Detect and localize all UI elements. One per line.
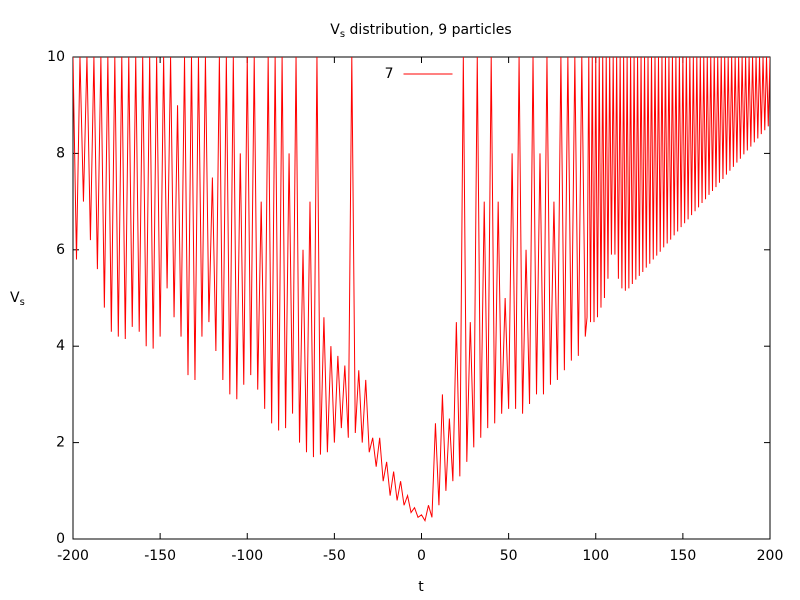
title-symbol: V — [330, 22, 340, 38]
y-tick-label: 10 — [47, 49, 65, 65]
x-tick-label: -200 — [57, 548, 89, 564]
x-tick-label: -150 — [144, 548, 176, 564]
title-subscript: s — [340, 29, 345, 40]
ylabel-subscript: s — [20, 297, 25, 308]
x-tick-label: 0 — [417, 548, 426, 564]
x-tick-label: -50 — [323, 548, 346, 564]
ylabel-symbol: V — [10, 290, 20, 306]
x-tick-label: -100 — [231, 548, 263, 564]
x-axis-label: t — [418, 579, 424, 595]
x-tick-label: 150 — [670, 548, 697, 564]
legend-label: 7 — [385, 66, 394, 82]
y-tick-label: 2 — [56, 435, 65, 451]
title-text: distribution, 9 particles — [345, 22, 512, 38]
chart-title: Vs distribution, 9 particles — [330, 22, 511, 40]
y-tick-label: 4 — [56, 338, 65, 354]
y-tick-label: 6 — [56, 242, 65, 258]
data-line — [73, 57, 770, 523]
x-tick-label: 100 — [582, 548, 609, 564]
x-tick-label: 50 — [500, 548, 518, 564]
y-tick-label: 0 — [56, 531, 65, 547]
x-tick-label: 200 — [757, 548, 784, 564]
y-tick-label: 8 — [56, 145, 65, 161]
y-axis-label: Vs — [10, 290, 25, 308]
